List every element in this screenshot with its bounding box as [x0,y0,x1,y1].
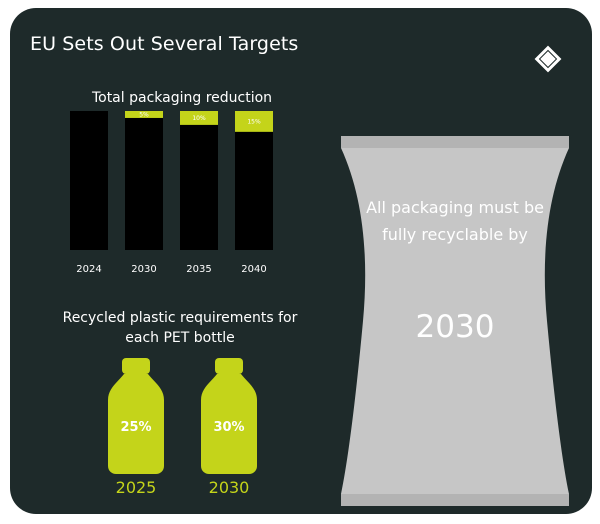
bottle-icon [201,358,257,474]
bottle-value-label: 30% [213,420,245,435]
reduction-bar-segment [125,111,163,118]
packaging-reduction-chart: 2024 5% 2030 10% 2035 15% 2040 [70,111,273,275]
packaging-chart-title: Total packaging reduction [91,90,273,106]
bottle-value-label: 25% [120,420,152,435]
packaging-bar [125,111,163,250]
diamond-logo-icon [533,44,563,74]
x-tick-label: 2024 [76,264,101,275]
reduction-bar-segment [235,111,273,132]
bag-text: All packaging must be fully recyclable b… [366,198,544,244]
bottle-icon [108,358,164,474]
packaging-bar [235,111,273,250]
page-title: EU Sets Out Several Targets [30,33,299,55]
x-tick-label: 2035 [186,264,211,275]
bar-value-label: 15% [247,118,261,125]
bottle-year-label: 2025 [115,478,157,497]
x-tick-label: 2040 [241,264,266,275]
bar-value-label: 10% [192,115,206,122]
recycled-plastic-title: Recycled plastic requirements for each P… [62,310,298,346]
x-tick-label: 2030 [131,264,156,275]
packaging-bar [70,111,108,250]
bag-year: 2030 [415,309,495,345]
bottle-year-label: 2030 [208,478,250,497]
bar-value-label: 5% [139,111,149,118]
reduction-bar-segment [180,111,218,125]
packaging-bar [180,111,218,250]
packaging-bag-icon [341,136,569,506]
infographic-card: EU Sets Out Several Targets Total packag… [10,8,592,514]
